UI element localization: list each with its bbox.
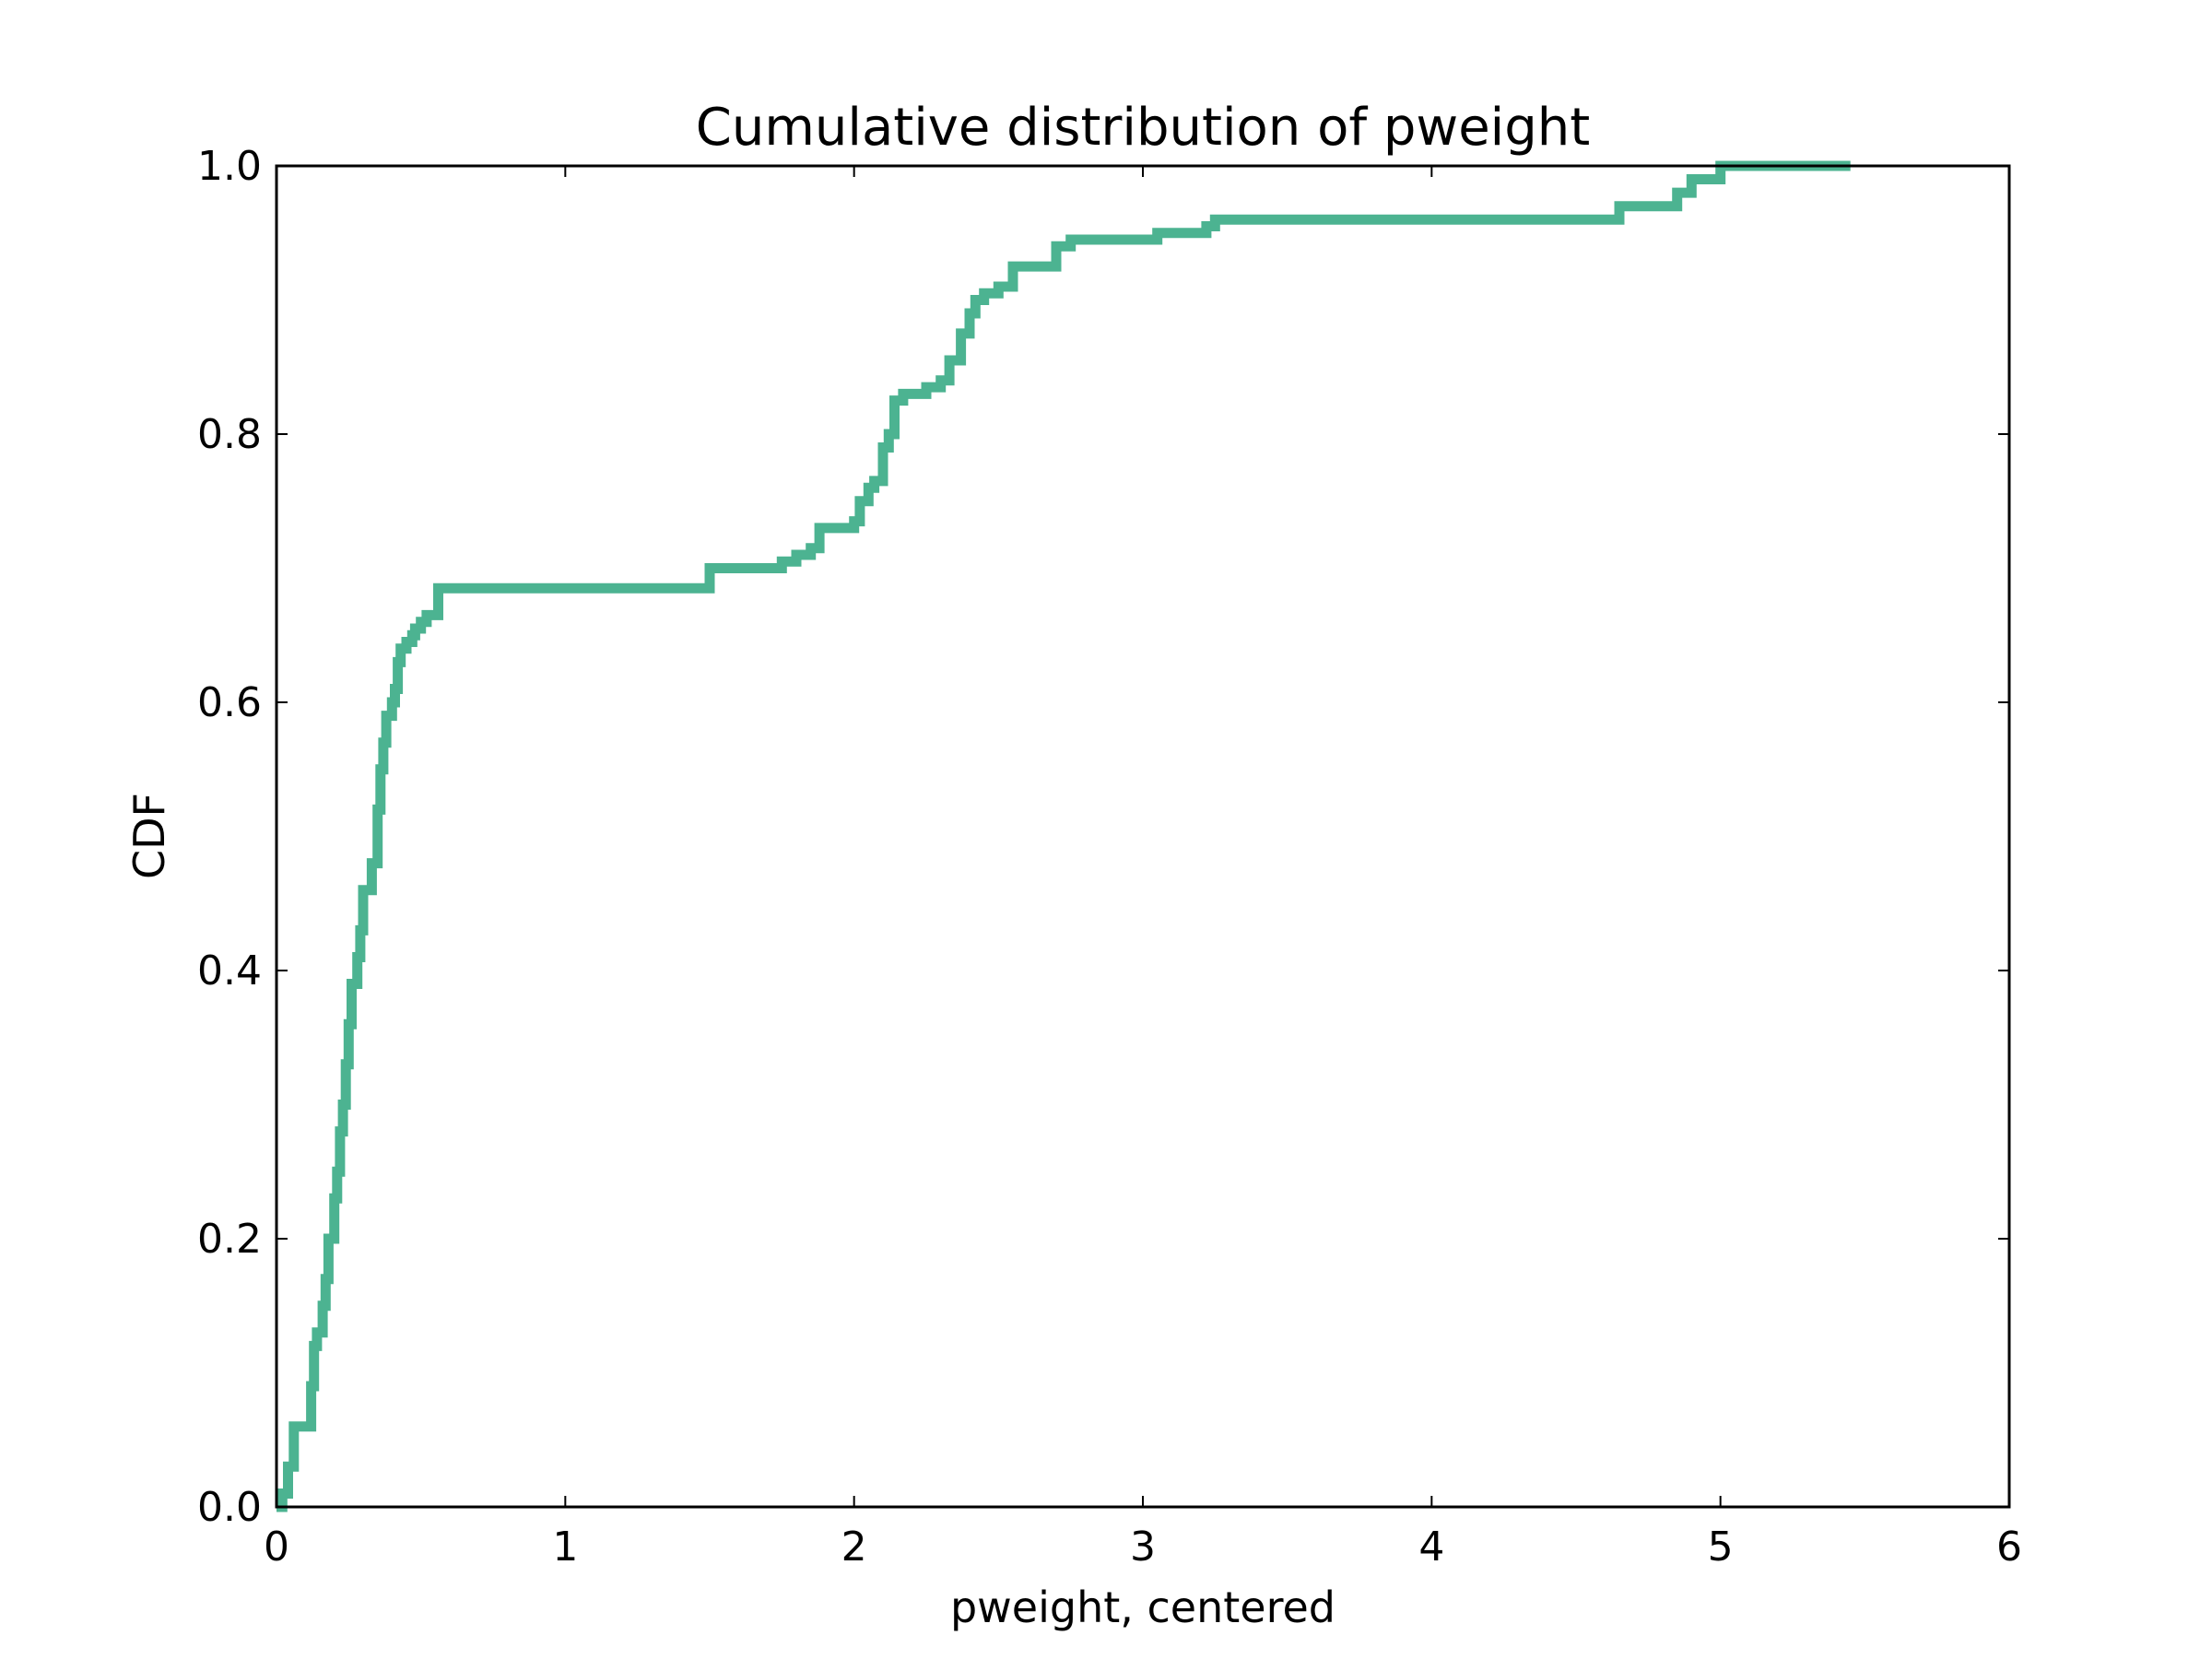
x-tick-label: 3 — [1130, 1524, 1156, 1571]
y-tick-label: 0.8 — [197, 411, 262, 458]
y-tick-label: 0.4 — [197, 947, 262, 994]
y-tick-label: 0.0 — [197, 1484, 262, 1531]
tick-labels: 0 1 2 3 4 5 6 0.0 0.2 0.4 0.6 0.8 1.0 — [197, 143, 2022, 1571]
x-tick-label: 0 — [264, 1524, 289, 1571]
chart-title: Cumulative distribution of pweight — [696, 98, 1590, 158]
y-tick-label: 0.2 — [197, 1216, 262, 1263]
x-tick-label: 1 — [552, 1524, 578, 1571]
cdf-series-line — [276, 160, 1851, 1512]
x-tick-label: 2 — [841, 1524, 867, 1571]
plot-area-frame — [275, 164, 2011, 1509]
x-tick-label: 6 — [1996, 1524, 2022, 1571]
x-tick-label: 4 — [1418, 1524, 1444, 1571]
y-tick-label: 0.6 — [197, 679, 262, 726]
x-tick-label: 5 — [1708, 1524, 1734, 1571]
x-axis-label: pweight, centered — [950, 1583, 1335, 1632]
y-axis-label: CDF — [124, 793, 174, 879]
y-tick-label: 1.0 — [197, 143, 262, 190]
